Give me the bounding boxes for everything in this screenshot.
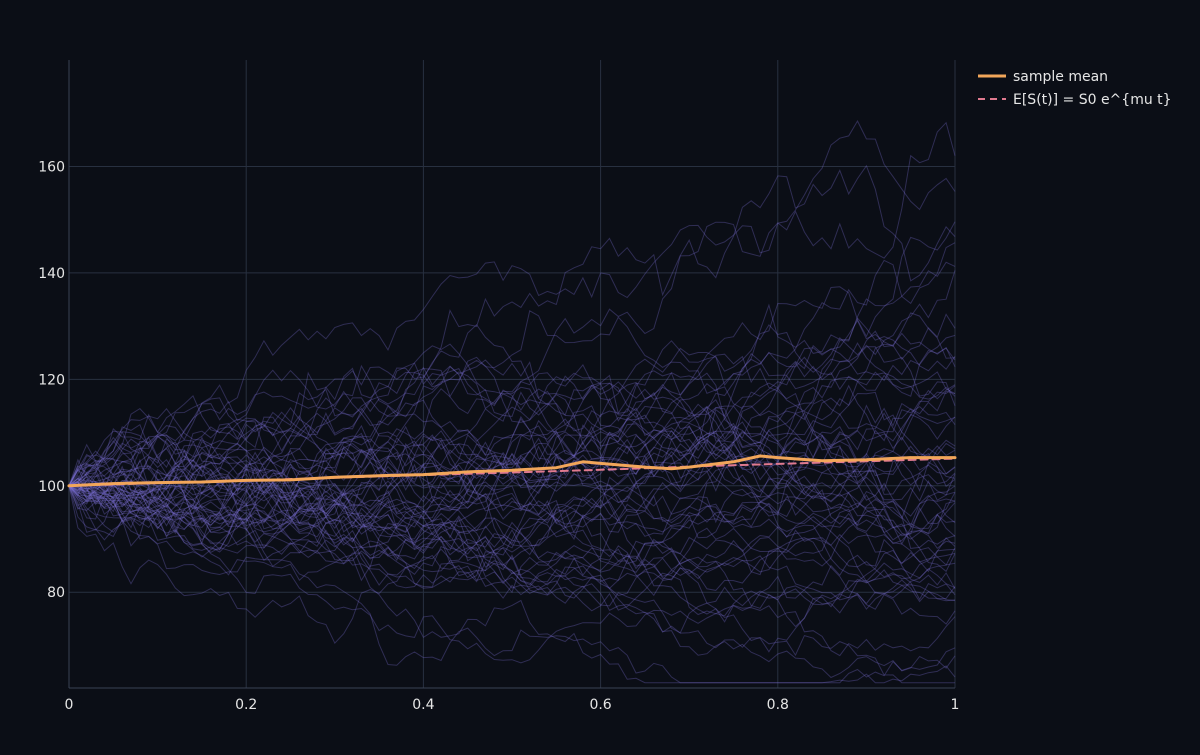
- simulated-path: [68, 332, 956, 549]
- simulated-path: [68, 391, 956, 514]
- simulated-path: [68, 343, 956, 492]
- y-tick-label: 80: [47, 585, 65, 601]
- simulated-path: [68, 434, 956, 552]
- simulated-path: [68, 312, 956, 515]
- simulated-path: [68, 441, 956, 564]
- x-tick-label: 0.8: [767, 697, 789, 713]
- simulated-path: [68, 390, 956, 530]
- simulated-path: [68, 436, 956, 569]
- simulated-path: [68, 242, 956, 537]
- simulated-path: [68, 396, 956, 495]
- simulated-path: [68, 347, 956, 487]
- simulated-path: [68, 477, 956, 605]
- simulated-path: [68, 362, 956, 573]
- simulated-path: [68, 413, 956, 589]
- simulated-path: [68, 485, 956, 628]
- simulated-path: [68, 458, 955, 684]
- series-lines: [67, 454, 957, 488]
- simulated-path: [68, 408, 956, 540]
- simulated-path: [68, 480, 956, 679]
- simulated-path: [68, 473, 956, 586]
- simulated-path: [68, 442, 956, 530]
- y-axis-ticks: 80 100 120 140 160: [38, 159, 65, 601]
- simulated-path: [68, 438, 956, 684]
- simulated-paths: [68, 119, 956, 684]
- simulated-path: [68, 121, 956, 553]
- simulated-path: [68, 397, 956, 541]
- legend-label-sample-mean: sample mean: [1013, 69, 1108, 85]
- simulated-path: [68, 468, 956, 625]
- simulated-path: [68, 485, 956, 653]
- simulated-path: [68, 442, 956, 549]
- simulated-path: [68, 364, 956, 518]
- y-tick-label: 140: [38, 266, 65, 282]
- simulated-path: [68, 342, 956, 504]
- series-line-sample-mean: [67, 454, 957, 488]
- x-tick-label: 0.6: [589, 697, 611, 713]
- y-tick-label: 100: [38, 479, 65, 495]
- simulated-path: [68, 372, 956, 524]
- simulated-path: [68, 479, 956, 601]
- simulated-path: [68, 419, 956, 511]
- simulated-path: [68, 334, 956, 523]
- simulated-path: [68, 323, 956, 515]
- y-tick-label: 160: [38, 159, 65, 175]
- simulated-path: [68, 164, 956, 487]
- axis-lines: [68, 60, 955, 689]
- x-tick-label: 1: [951, 697, 960, 713]
- simulated-path: [68, 415, 956, 541]
- simulated-path: [68, 402, 956, 506]
- y-tick-label: 120: [38, 372, 65, 388]
- x-tick-label: 0: [65, 697, 74, 713]
- simulated-path: [68, 303, 956, 529]
- simulated-path: [68, 485, 956, 664]
- x-tick-label: 0.2: [235, 697, 257, 713]
- simulated-path: [68, 456, 956, 657]
- simulated-path: [68, 430, 956, 535]
- simulated-path: [68, 221, 956, 513]
- simulated-path: [68, 453, 956, 684]
- simulated-path: [68, 479, 956, 616]
- simulated-path: [68, 405, 956, 582]
- legend-item-expected-value[interactable]: E[S(t)] = S0 e^{mu t}: [978, 92, 1172, 108]
- simulated-path: [68, 483, 956, 589]
- simulated-path: [68, 359, 956, 487]
- simulated-path: [68, 467, 956, 573]
- legend: sample mean E[S(t)] = S0 e^{mu t}: [978, 69, 1172, 108]
- legend-label-expected-value: E[S(t)] = S0 e^{mu t}: [1013, 92, 1172, 108]
- simulated-path: [68, 313, 956, 531]
- simulated-path: [68, 261, 956, 644]
- simulated-path: [68, 270, 956, 558]
- simulated-path: [68, 475, 956, 577]
- simulated-path: [68, 347, 956, 503]
- simulated-path: [68, 310, 956, 506]
- simulated-path: [68, 438, 956, 597]
- x-axis-ticks: 0 0.2 0.4 0.6 0.8 1: [65, 697, 960, 713]
- legend-item-sample-mean[interactable]: sample mean: [978, 69, 1108, 85]
- x-tick-label: 0.4: [412, 697, 434, 713]
- simulated-path: [68, 411, 956, 576]
- simulated-path: [68, 482, 956, 599]
- grid-lines: [69, 60, 956, 688]
- simulated-path: [68, 119, 956, 495]
